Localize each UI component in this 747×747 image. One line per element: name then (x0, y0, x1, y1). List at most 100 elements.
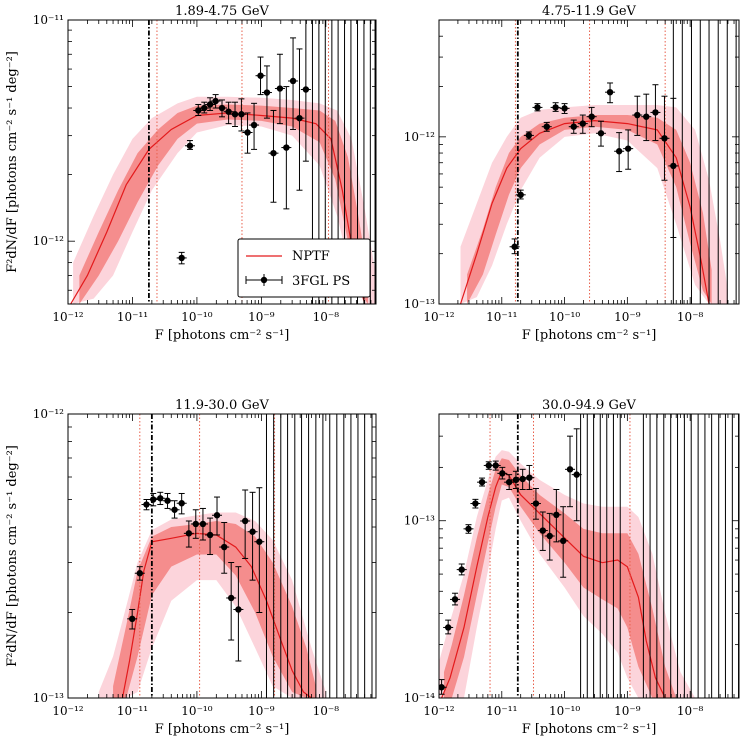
data-point (477, 477, 488, 487)
x-axis-label: F [photons cm⁻² s⁻¹] (155, 722, 290, 737)
point-marker (485, 462, 492, 469)
y-tick-label: 10⁻¹¹ (33, 13, 64, 27)
data-point (541, 121, 552, 132)
x-tick-label: 10⁻⁹ (614, 310, 641, 324)
point-marker (302, 86, 310, 93)
point-marker (624, 145, 632, 152)
data-point (577, 114, 588, 134)
data-point (659, 95, 670, 181)
point-marker (505, 478, 513, 486)
panel-title: 1.89-4.75 GeV (175, 4, 269, 19)
y-tick-label: 10⁻¹² (404, 130, 435, 144)
nptf-median-line (459, 120, 710, 304)
point-marker (128, 615, 136, 623)
point-marker (472, 500, 479, 507)
data-point (176, 492, 187, 515)
data-point (450, 592, 461, 606)
data-point (515, 189, 526, 200)
x-axis-label: F [photons cm⁻² s⁻¹] (522, 722, 657, 737)
x-tick-label: 10⁻⁸ (313, 704, 340, 718)
x-tick-label: 10⁻¹¹ (486, 310, 517, 324)
x-tick-label: 10⁻¹² (423, 704, 454, 718)
point-marker (235, 606, 242, 613)
point-marker (296, 114, 303, 122)
point-marker (263, 89, 271, 96)
point-marker (186, 142, 194, 149)
plot-area (98, 414, 373, 698)
x-axis-label: F [photons cm⁻² s⁻¹] (155, 328, 290, 343)
point-marker (256, 538, 263, 545)
data-point (517, 468, 528, 491)
panel-2: 10⁻¹² 10⁻¹¹ 10⁻¹⁰ 10⁻⁹ 10⁻⁸10⁻¹³10⁻¹²4.75-11… (404, 4, 740, 343)
point-marker (546, 532, 553, 540)
x-tick-label: 10⁻¹¹ (117, 704, 148, 718)
point-marker (201, 104, 208, 112)
point-marker (150, 496, 157, 503)
panel-3: 10⁻¹² 10⁻¹¹ 10⁻¹⁰ 10⁻⁹ 10⁻⁸10⁻¹³10⁻¹²11.9-30… (5, 398, 377, 737)
data-point (497, 466, 508, 480)
data-point (551, 489, 562, 543)
point-marker (206, 531, 214, 539)
data-point (249, 102, 260, 150)
x-axis-label: F [photons cm⁻² s⁻¹] (522, 328, 657, 343)
point-marker (136, 570, 144, 577)
point-marker (231, 111, 239, 118)
point-marker (213, 512, 221, 519)
point-marker (519, 475, 526, 483)
data-point (456, 563, 467, 576)
data-point (530, 487, 541, 520)
nptf-median-line (441, 470, 666, 698)
point-marker (276, 85, 284, 92)
panel-title: 30.0-94.9 GeV (542, 398, 636, 413)
data-point (595, 120, 606, 147)
data-point (254, 487, 265, 614)
point-marker (206, 101, 214, 108)
y-tick-label: 10⁻¹³ (33, 691, 64, 705)
data-point (463, 524, 474, 534)
point-marker (661, 135, 668, 142)
band-68 (113, 521, 316, 698)
data-point (550, 102, 561, 112)
data-point (197, 507, 208, 541)
point-marker (164, 497, 171, 504)
point-marker (227, 594, 235, 602)
data-point (261, 65, 272, 119)
point-marker (478, 478, 486, 486)
data-point (162, 492, 173, 509)
axes-frame (67, 19, 377, 305)
x-tick-label: 10⁻⁸ (677, 310, 704, 324)
point-marker (534, 104, 541, 111)
point-marker (670, 162, 677, 170)
point-marker (192, 520, 199, 528)
y-axis-label: F²dN/dF [photons cm⁻² s⁻¹ deg⁻²] (5, 445, 20, 667)
data-point (193, 103, 204, 117)
data-point (236, 98, 247, 132)
data-point (523, 131, 534, 140)
data-point (226, 561, 237, 641)
data-point (217, 99, 228, 118)
x-tick-label: 10⁻¹² (52, 310, 83, 324)
legend-ps-label: 3FGL PS (292, 274, 350, 289)
x-tick-label: 10⁻⁹ (248, 704, 275, 718)
point-marker (289, 77, 297, 85)
data-point (605, 82, 616, 104)
data-point (184, 140, 195, 150)
point-marker (143, 501, 150, 508)
data-point (281, 86, 292, 210)
data-point (510, 470, 521, 489)
data-point (490, 460, 501, 471)
data-point (127, 608, 138, 630)
legend-box (237, 238, 371, 298)
point-marker (178, 500, 185, 507)
point-marker (511, 243, 518, 250)
point-marker (588, 113, 595, 120)
y-tick-label: 10⁻¹² (33, 407, 64, 421)
data-point (558, 506, 569, 578)
data-point (544, 512, 555, 561)
axes-frame (438, 19, 740, 305)
point-marker (652, 109, 659, 116)
point-marker (634, 111, 641, 119)
y-tick-label: 10⁻¹⁴ (404, 691, 435, 705)
data-point (183, 520, 194, 548)
point-marker (157, 495, 164, 502)
